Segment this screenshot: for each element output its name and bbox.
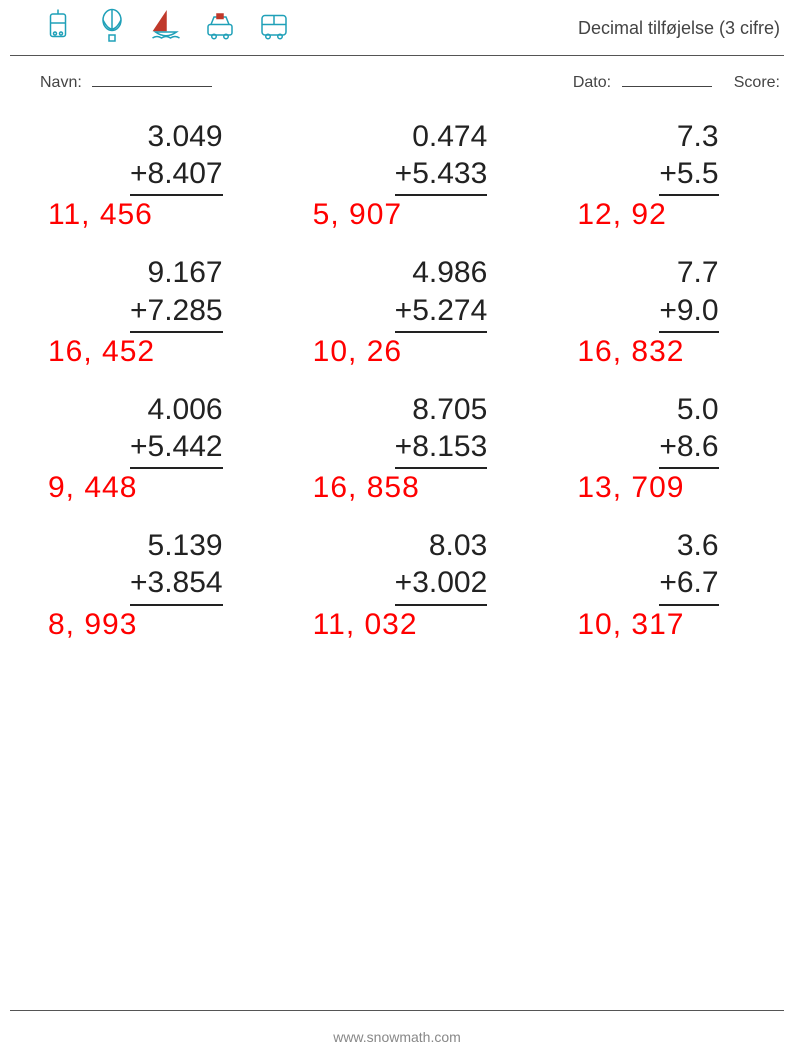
- worksheet-page: Decimal tilføjelse (3 cifre) Navn: Dato:…: [0, 0, 794, 1053]
- name-field: Navn:: [40, 72, 212, 92]
- addition-problem: 8.705+8.153: [395, 391, 488, 469]
- answer: 11, 456: [0, 198, 265, 232]
- addition-problem: 9.167+7.285: [130, 254, 223, 332]
- addend-bottom: +8.6: [659, 428, 718, 469]
- date-label: Dato:: [573, 74, 611, 91]
- footer: www.snowmath.com: [0, 1029, 794, 1045]
- score-label: Score:: [734, 74, 780, 91]
- problem-grid: 3.049+8.40711, 4560.474+5.4335, 9077.3+5…: [0, 92, 794, 656]
- addend-bottom: +3.854: [130, 564, 223, 605]
- addend-bottom: +5.442: [130, 428, 223, 469]
- problem-cell: 4.006+5.4429, 448: [0, 383, 265, 519]
- addition-problem: 5.139+3.854: [130, 527, 223, 605]
- answer: 9, 448: [0, 471, 265, 505]
- addition-problem: 4.006+5.442: [130, 391, 223, 469]
- name-label: Navn:: [40, 74, 82, 91]
- sailboat-icon: [148, 8, 184, 49]
- problem-cell: 7.3+5.512, 92: [529, 110, 794, 246]
- car-icon: [202, 8, 238, 49]
- problem-cell: 8.03+3.00211, 032: [265, 519, 530, 655]
- addend-top: 3.049: [130, 118, 223, 155]
- addition-problem: 4.986+5.274: [395, 254, 488, 332]
- answer: 10, 26: [265, 335, 530, 369]
- addition-problem: 3.049+8.407: [130, 118, 223, 196]
- problem-cell: 4.986+5.27410, 26: [265, 246, 530, 382]
- meta-row: Navn: Dato: Score:: [0, 56, 794, 92]
- addend-top: 8.705: [395, 391, 488, 428]
- bus-icon: [256, 8, 292, 49]
- addend-bottom: +5.5: [659, 155, 718, 196]
- addend-top: 4.006: [130, 391, 223, 428]
- tram-icon: [40, 8, 76, 49]
- balloon-icon: [94, 8, 130, 49]
- addend-bottom: +9.0: [659, 292, 718, 333]
- problem-row: 3.049+8.40711, 4560.474+5.4335, 9077.3+5…: [0, 110, 794, 246]
- problem-cell: 8.705+8.15316, 858: [265, 383, 530, 519]
- addend-bottom: +8.153: [395, 428, 488, 469]
- problem-row: 4.006+5.4429, 4488.705+8.15316, 8585.0+8…: [0, 383, 794, 519]
- footer-rule: [10, 1010, 784, 1011]
- addend-top: 9.167: [130, 254, 223, 291]
- addend-bottom: +8.407: [130, 155, 223, 196]
- addition-problem: 7.3+5.5: [659, 118, 718, 196]
- date-score-group: Dato: Score:: [573, 72, 780, 92]
- problem-cell: 3.6+6.710, 317: [529, 519, 794, 655]
- header-icon-row: [40, 8, 292, 49]
- answer: 5, 907: [265, 198, 530, 232]
- problem-cell: 7.7+9.016, 832: [529, 246, 794, 382]
- addition-problem: 8.03+3.002: [395, 527, 488, 605]
- addend-bottom: +7.285: [130, 292, 223, 333]
- answer: 16, 832: [529, 335, 794, 369]
- answer: 16, 452: [0, 335, 265, 369]
- problem-cell: 0.474+5.4335, 907: [265, 110, 530, 246]
- answer: 8, 993: [0, 608, 265, 642]
- worksheet-title: Decimal tilføjelse (3 cifre): [578, 18, 780, 39]
- addend-bottom: +5.433: [395, 155, 488, 196]
- answer: 10, 317: [529, 608, 794, 642]
- addend-top: 4.986: [395, 254, 488, 291]
- problem-cell: 5.139+3.8548, 993: [0, 519, 265, 655]
- problem-cell: 9.167+7.28516, 452: [0, 246, 265, 382]
- addend-top: 7.3: [659, 118, 718, 155]
- addend-bottom: +3.002: [395, 564, 488, 605]
- problem-row: 9.167+7.28516, 4524.986+5.27410, 267.7+9…: [0, 246, 794, 382]
- answer: 16, 858: [265, 471, 530, 505]
- addition-problem: 7.7+9.0: [659, 254, 718, 332]
- problem-cell: 5.0+8.613, 709: [529, 383, 794, 519]
- addition-problem: 5.0+8.6: [659, 391, 718, 469]
- addition-problem: 0.474+5.433: [395, 118, 488, 196]
- addend-bottom: +6.7: [659, 564, 718, 605]
- addend-top: 8.03: [395, 527, 488, 564]
- answer: 13, 709: [529, 471, 794, 505]
- footer-url: www.snowmath.com: [333, 1029, 461, 1045]
- name-blank[interactable]: [92, 72, 212, 87]
- addition-problem: 3.6+6.7: [659, 527, 718, 605]
- answer: 12, 92: [529, 198, 794, 232]
- addend-top: 7.7: [659, 254, 718, 291]
- answer: 11, 032: [265, 608, 530, 642]
- addend-top: 3.6: [659, 527, 718, 564]
- header: Decimal tilføjelse (3 cifre): [0, 0, 794, 53]
- addend-bottom: +5.274: [395, 292, 488, 333]
- problem-cell: 3.049+8.40711, 456: [0, 110, 265, 246]
- problem-row: 5.139+3.8548, 9938.03+3.00211, 0323.6+6.…: [0, 519, 794, 655]
- addend-top: 0.474: [395, 118, 488, 155]
- addend-top: 5.139: [130, 527, 223, 564]
- addend-top: 5.0: [659, 391, 718, 428]
- date-blank[interactable]: [622, 72, 712, 87]
